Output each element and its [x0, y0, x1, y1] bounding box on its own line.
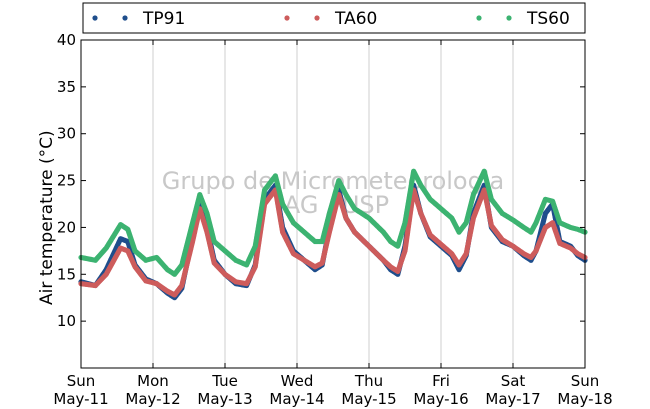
legend-label-ta60: TA60: [334, 9, 377, 29]
y-tick-label: 15: [57, 265, 76, 283]
y-axis-label: Air temperature (°C): [37, 130, 57, 305]
legend-label-tp91: TP91: [142, 9, 185, 29]
legend-marker-ta60: [284, 15, 290, 21]
legend: TP91 TA60 TS60: [82, 2, 586, 34]
legend-marker-tp91: [122, 15, 128, 21]
x-tick-label-day: Sun: [571, 372, 600, 390]
legend-marker-ts60: [476, 15, 482, 21]
plot-frame: [80, 39, 586, 369]
series-ts60: [78, 168, 588, 277]
grid-lines: [152, 40, 514, 368]
y-tick-label: 25: [57, 172, 76, 190]
x-tick-label-date: May-14: [269, 390, 324, 408]
watermark-line-1: Grupo de Micrometeorologia: [162, 167, 504, 195]
x-tick-label-day: Sun: [67, 372, 96, 390]
legend-marker-ta60: [314, 15, 320, 21]
x-tick-label-date: May-18: [557, 390, 612, 408]
data-series: [78, 168, 588, 301]
y-axis: 10 15 20 25 30 35 40: [57, 31, 585, 330]
legend-marker-ts60: [506, 15, 512, 21]
y-tick-label: 30: [57, 125, 76, 143]
x-tick-label-date: May-12: [125, 390, 180, 408]
legend-item-ta60: TA60: [284, 9, 377, 29]
legend-item-ts60: TS60: [476, 9, 570, 29]
x-tick-label-date: May-11: [53, 390, 108, 408]
x-tick-label-day: Sat: [501, 372, 526, 390]
x-tick-label-day: Thu: [354, 372, 383, 390]
axes: [80, 39, 586, 369]
x-tick-label-date: May-15: [341, 390, 396, 408]
y-tick-label: 35: [57, 78, 76, 96]
legend-marker-tp91: [92, 15, 98, 21]
x-tick-label-day: Wed: [281, 372, 314, 390]
y-tick-label: 10: [57, 312, 76, 330]
y-tick-label: 40: [57, 31, 76, 49]
x-axis: SunMay-11MonMay-12TueMay-13WedMay-14ThuM…: [53, 40, 613, 408]
x-tick-label-day: Mon: [137, 372, 169, 390]
x-tick-label-day: Fri: [432, 372, 450, 390]
x-tick-label-date: May-13: [197, 390, 252, 408]
x-tick-label-day: Tue: [211, 372, 238, 390]
x-tick-label-date: May-17: [485, 390, 540, 408]
legend-label-ts60: TS60: [526, 9, 570, 29]
x-tick-label-date: May-16: [413, 390, 468, 408]
y-tick-label: 20: [57, 218, 76, 236]
legend-item-tp91: TP91: [92, 9, 185, 29]
